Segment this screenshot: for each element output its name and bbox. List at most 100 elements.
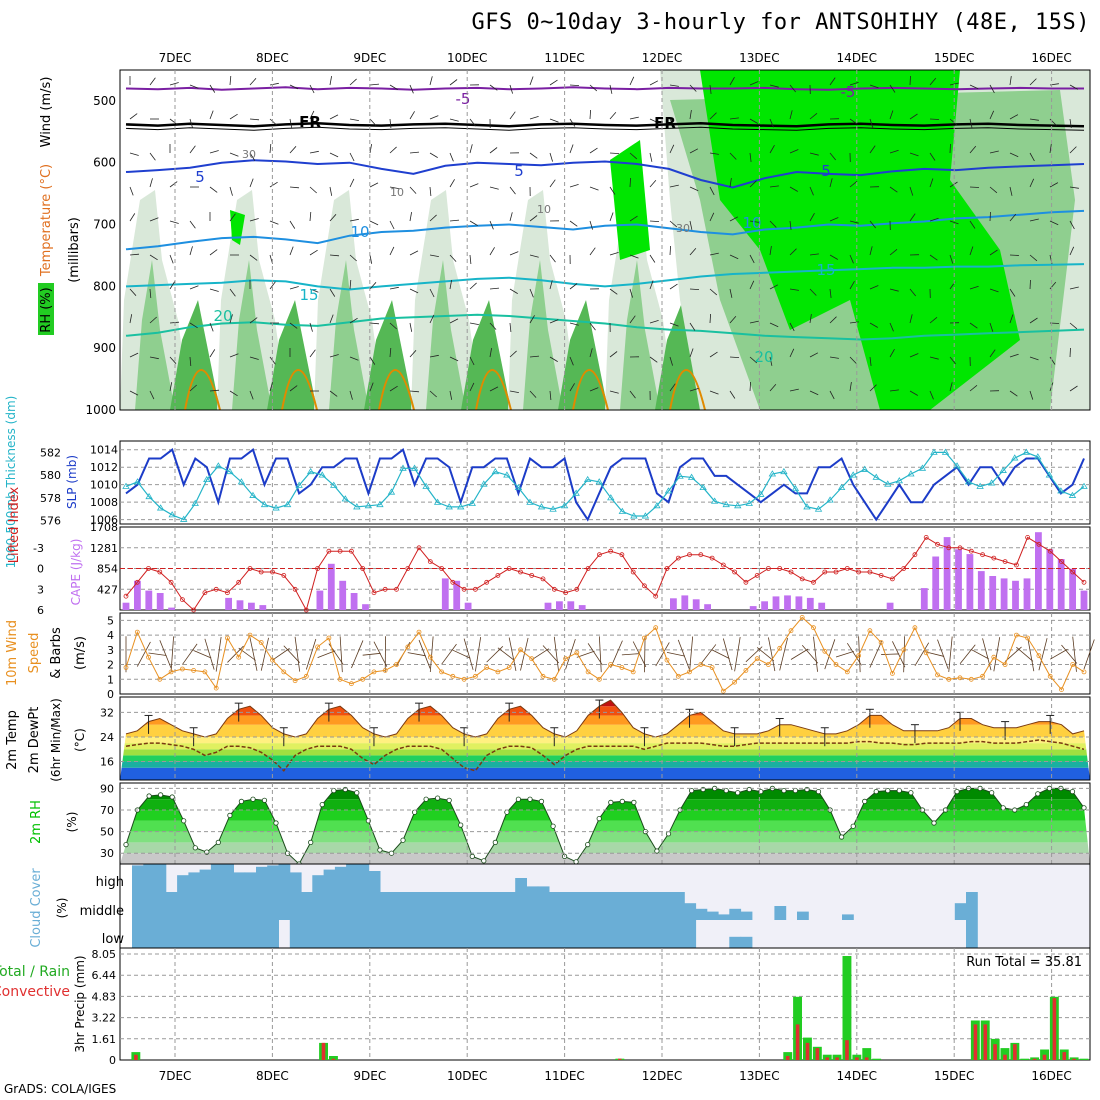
- precip-convective-bar: [845, 1040, 849, 1060]
- rh-shading: [620, 260, 660, 410]
- y-axis-label-rh: 2m RH: [29, 800, 44, 844]
- wind-barb: [989, 211, 991, 222]
- wind-barb: [789, 84, 797, 93]
- wind-barb: [769, 220, 777, 228]
- cloud-cover-bar: [594, 920, 606, 948]
- cape-bar: [1080, 590, 1088, 610]
- rh-point: [227, 812, 233, 819]
- cloud-cover-bar: [188, 872, 201, 892]
- rh-point: [538, 798, 545, 805]
- wind-barb: [329, 186, 333, 196]
- cloud-cover-bar: [627, 892, 640, 920]
- cloud-cover-bar: [132, 920, 144, 948]
- cloud-cover-bar: [605, 892, 618, 920]
- cloud-cover-bar: [436, 920, 449, 948]
- wind-barb: [469, 382, 475, 392]
- lifted-index-point: [551, 586, 557, 592]
- wind-barb: [621, 653, 640, 656]
- wind-barb: [849, 81, 859, 86]
- lifted-index-point: [348, 548, 354, 554]
- wind-barb: [1016, 646, 1034, 662]
- wind-barb: [1009, 353, 1019, 358]
- wind-barb: [709, 351, 718, 358]
- y-tick-label: 32: [100, 706, 114, 719]
- wind-barb: [189, 384, 197, 392]
- wind-barb: [666, 651, 685, 657]
- wind-speed-point: [732, 679, 737, 685]
- wind-barb: [349, 279, 352, 290]
- wind-barb: [729, 315, 737, 324]
- wind-barb: [1049, 182, 1059, 188]
- wind-speed-point: [146, 654, 151, 660]
- wind-speed-point: [427, 654, 433, 660]
- wind-barb: [809, 352, 819, 358]
- thickness-point: [422, 482, 430, 489]
- cloud-cover-bar: [706, 911, 719, 920]
- wind-barb: [889, 389, 899, 392]
- lifted-index-point: [1047, 548, 1053, 554]
- wind-barb: [209, 349, 216, 358]
- wind-barb: [801, 644, 819, 664]
- thickness-point: [457, 503, 465, 510]
- precip-convective-bar: [618, 1058, 622, 1060]
- cloud-cover-bar: [233, 920, 246, 948]
- wind-barb: [849, 118, 858, 125]
- rh-point: [1069, 788, 1076, 795]
- freezing-level-line: [125, 126, 1085, 131]
- cloud-cover-bar: [954, 903, 967, 920]
- rh-point: [169, 794, 175, 800]
- lifted-index-point: [687, 552, 692, 558]
- wind-barb: [489, 386, 499, 392]
- y-tick-label-right: 854: [97, 563, 118, 576]
- wind-barb: [369, 83, 380, 86]
- lifted-index-point: [890, 576, 895, 582]
- cloud-cover-bar: [233, 892, 246, 920]
- cloud-cover-bar: [526, 886, 539, 892]
- rh-shading: [655, 300, 705, 410]
- wind-barb: [809, 288, 817, 296]
- wind-barb: [655, 642, 670, 667]
- thickness-point: [468, 499, 476, 506]
- wind-barb: [389, 385, 398, 392]
- wind-barb: [835, 651, 854, 658]
- cloud-cover-bar: [143, 864, 156, 892]
- cape-bar: [886, 602, 894, 610]
- lifted-index-point: [811, 579, 816, 585]
- legend-convective: Convective: [0, 984, 70, 1000]
- cloud-cover-bar: [436, 892, 449, 920]
- wind-barb: [351, 640, 364, 669]
- rh-point: [608, 799, 614, 806]
- thickness-line: [125, 451, 1085, 521]
- wind-barb: [294, 636, 301, 672]
- wind-barb: [629, 215, 638, 222]
- lifted-index-point: [123, 593, 129, 599]
- wind-barb: [1049, 144, 1052, 154]
- wind-barb: [542, 645, 560, 664]
- cape-bar: [1000, 578, 1008, 610]
- thickness-point: [295, 481, 303, 488]
- wind-barb: [689, 84, 697, 92]
- wind-barb: [969, 384, 978, 392]
- precip-convective-bar: [1013, 1044, 1017, 1060]
- panel-frame: [119, 440, 1091, 525]
- thickness-point: [791, 484, 800, 492]
- cloud-cover-bar: [458, 892, 471, 920]
- wind-barb: [309, 322, 313, 332]
- cloud-cover-bar: [391, 892, 403, 920]
- wind-barb: [1009, 114, 1019, 120]
- wind-barb: [509, 251, 519, 256]
- x-tick-label-top: 9DEC: [353, 51, 386, 65]
- thickness-point: [583, 475, 592, 483]
- rh-point: [1023, 801, 1029, 808]
- y-tick-label-right: 1008: [90, 496, 118, 509]
- wind-barb: [272, 648, 290, 661]
- wind-barb: [629, 177, 631, 188]
- wind-speed-point: [495, 669, 501, 675]
- wind-barb: [209, 84, 216, 93]
- wind-barb: [849, 220, 859, 224]
- wind-barb: [269, 281, 276, 290]
- wind-barb: [329, 254, 340, 257]
- wind-barb: [669, 283, 678, 290]
- wind-barb: [229, 75, 232, 86]
